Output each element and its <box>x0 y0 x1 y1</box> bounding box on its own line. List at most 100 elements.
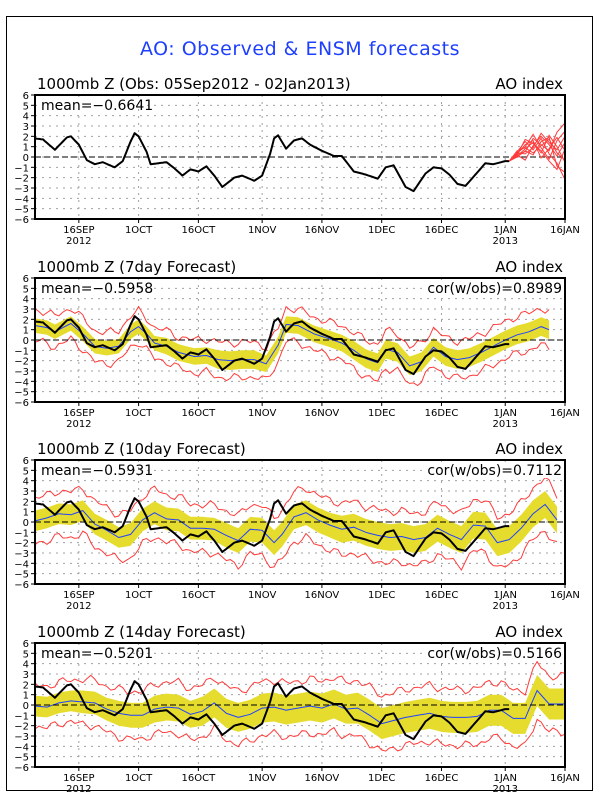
x-tick-label: 1JAN <box>493 590 516 601</box>
observed-line <box>34 680 510 741</box>
y-tick-label: −4 <box>14 377 29 388</box>
stat-bg <box>39 97 127 113</box>
x-tick-label: 16NOV <box>305 590 340 601</box>
y-tick-label: −6 <box>14 580 29 591</box>
y-tick-label: −4 <box>14 742 29 753</box>
y-tick-label: −5 <box>14 753 29 764</box>
ensemble-max-line <box>34 476 558 520</box>
ensemble-spread-band <box>35 491 557 557</box>
panel-title: 1000mb Z (10day Forecast) <box>37 440 246 458</box>
y-tick-label: 1 <box>23 326 29 337</box>
y-tick-label: 2 <box>23 680 29 691</box>
y-tick-label: 6 <box>23 274 29 285</box>
correlation-stat-label: cor(w/obs)=0.8989 <box>427 281 562 297</box>
y-tick-label: −1 <box>14 528 29 539</box>
y-tick-label: 6 <box>23 456 29 467</box>
y-tick-label: 3 <box>23 670 29 681</box>
y-tick-label: −2 <box>14 722 29 733</box>
y-tick-label: 5 <box>23 466 29 477</box>
y-tick-label: −2 <box>14 174 29 185</box>
y-tick-label: 4 <box>23 295 29 306</box>
y-tick-label: 5 <box>23 101 29 112</box>
y-tick-label: 5 <box>23 284 29 295</box>
x-tick-label: 16SEP <box>63 773 94 784</box>
ensemble-mean-line <box>34 503 558 544</box>
y-tick-label: −6 <box>14 215 29 226</box>
x-tick-year-label: 2013 <box>492 236 517 247</box>
panel-title: 1000mb Z (Obs: 05Sep2012 - 02Jan2013) <box>37 75 351 93</box>
ensemble-spread-band <box>35 316 550 376</box>
y-tick-label: −6 <box>14 763 29 774</box>
x-tick-label: 1DEC <box>368 773 395 784</box>
x-tick-label: 16SEP <box>63 408 94 419</box>
y-tick-label: −5 <box>14 570 29 581</box>
panel-1: 1000mb Z (Obs: 05Sep2012 - 02Jan2013) AO … <box>14 75 580 247</box>
y-tick-label: 6 <box>23 639 29 650</box>
ensemble-member-line <box>508 137 566 180</box>
x-tick-label: 1NOV <box>248 225 277 236</box>
x-tick-label: 16OCT <box>182 408 217 419</box>
y-tick-label: 3 <box>23 487 29 498</box>
mean-stat-label: mean=−0.5201 <box>41 646 153 662</box>
x-tick-label: 16DEC <box>425 590 459 601</box>
x-tick-label: 1NOV <box>248 408 277 419</box>
x-tick-label: 16OCT <box>182 225 217 236</box>
x-tick-label: 16NOV <box>305 408 340 419</box>
panel-right-title: AO index <box>495 258 563 276</box>
ensemble-min-line <box>34 718 566 752</box>
y-tick-label: 1 <box>23 691 29 702</box>
mean-stat-label: mean=−0.5931 <box>41 463 153 479</box>
y-tick-label: −6 <box>14 398 29 409</box>
panel-right-title: AO index <box>495 623 563 641</box>
y-tick-label: 5 <box>23 649 29 660</box>
y-tick-label: 0 <box>23 153 29 164</box>
x-tick-label: 1NOV <box>248 590 277 601</box>
y-tick-label: −3 <box>14 367 29 378</box>
observed-line <box>34 315 510 376</box>
panel-2: 1000mb Z (7day Forecast) AO index −6−5−4−3… <box>14 258 580 430</box>
stat-bg <box>39 280 127 296</box>
y-tick-label: −2 <box>14 539 29 550</box>
x-tick-year-label: 2012 <box>66 784 91 795</box>
x-tick-label: 16SEP <box>63 225 94 236</box>
figure-frame <box>6 16 593 791</box>
y-tick-label: −2 <box>14 357 29 368</box>
x-tick-label: 1JAN <box>493 408 516 419</box>
mean-stat-label: mean=−0.6641 <box>41 98 153 114</box>
x-tick-label: 1DEC <box>368 225 395 236</box>
y-tick-label: 2 <box>23 315 29 326</box>
panel-4: 1000mb Z (14day Forecast) AO index−6−5−4−… <box>14 623 580 795</box>
x-tick-label: 16NOV <box>305 225 340 236</box>
correlation-stat-label: cor(w/obs)=0.7112 <box>427 463 562 479</box>
panel-3: 1000mb Z (10day Forecast) AO index−6−5−4−… <box>14 440 580 612</box>
y-tick-label: −1 <box>14 163 29 174</box>
ensemble-member-line <box>508 138 566 162</box>
panel-title: 1000mb Z (7day Forecast) <box>37 258 236 276</box>
ensemble-max-line <box>34 305 550 352</box>
y-tick-label: 4 <box>23 477 29 488</box>
ensemble-max-line <box>34 660 566 698</box>
y-tick-label: 2 <box>23 132 29 143</box>
x-tick-year-label: 2012 <box>66 236 91 247</box>
y-tick-label: −5 <box>14 205 29 216</box>
y-tick-label: 3 <box>23 305 29 316</box>
figure-title: AO: Observed & ENSM forecasts <box>140 38 460 60</box>
panel-title: 1000mb Z (14day Forecast) <box>37 623 246 641</box>
stat-bg <box>427 645 563 661</box>
y-tick-label: −5 <box>14 388 29 399</box>
ensemble-member-line <box>508 138 566 171</box>
stat-bg <box>39 645 127 661</box>
y-tick-label: −3 <box>14 732 29 743</box>
y-tick-label: 2 <box>23 497 29 508</box>
x-tick-label: 16NOV <box>305 773 340 784</box>
observed-line <box>34 497 510 558</box>
stat-bg <box>427 462 563 478</box>
x-tick-label: 16JAN <box>550 590 580 601</box>
ensemble-spread-band <box>35 675 565 740</box>
stat-bg <box>427 280 563 296</box>
y-tick-label: 0 <box>23 518 29 529</box>
y-tick-label: −4 <box>14 194 29 205</box>
x-tick-year-label: 2013 <box>492 601 517 612</box>
y-tick-label: −3 <box>14 549 29 560</box>
y-tick-label: −1 <box>14 346 29 357</box>
